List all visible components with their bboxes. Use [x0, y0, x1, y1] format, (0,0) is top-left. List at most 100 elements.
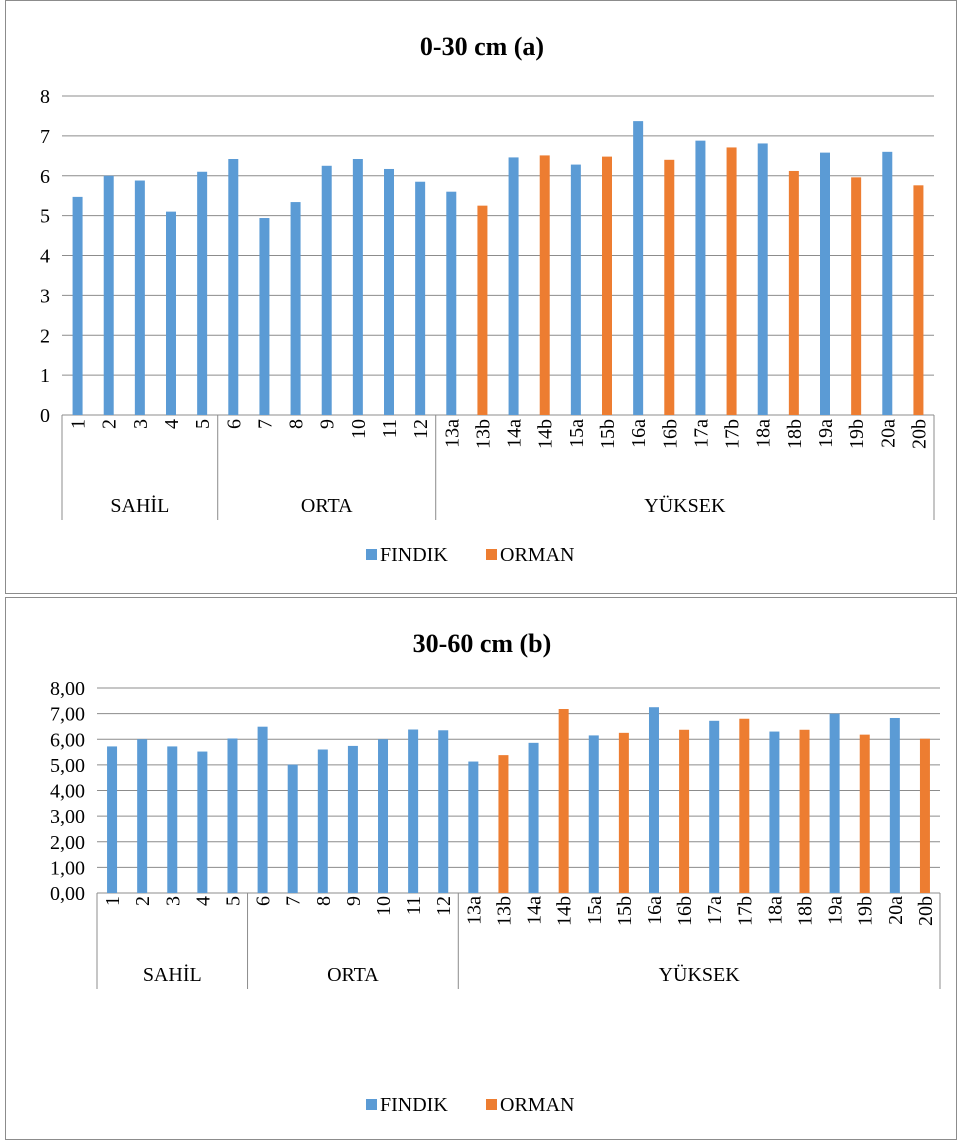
bar-findik [107, 746, 118, 893]
x-category-label: 8 [286, 419, 308, 429]
bar-findik [352, 159, 363, 415]
x-category-label: 20a [877, 419, 899, 448]
x-category-label: 17b [734, 896, 756, 926]
y-tick-label: 5,00 [50, 755, 85, 777]
chart-b-svg: 30-60 cm (b) 0,00 1,00 2,00 3,00 4,00 5,00 6,00… [50, 629, 941, 1116]
y-tick-label: 3,00 [50, 806, 85, 828]
bar-orman [726, 147, 737, 415]
bar-orman [539, 155, 550, 415]
x-category-label: 14b [535, 419, 557, 449]
x-category-label: 9 [343, 896, 365, 906]
bar-findik [528, 742, 539, 893]
bar-findik [197, 171, 208, 415]
x-category-label: 13b [493, 896, 515, 926]
x-category-label: 17a [690, 419, 712, 448]
y-tick-label: 6,00 [50, 729, 85, 751]
x-category-label: 4 [161, 419, 183, 429]
x-category-label: 16a [628, 419, 650, 448]
group-label: SAHİL [143, 963, 202, 986]
bar-orman [859, 734, 870, 893]
x-category-label: 14a [504, 419, 526, 448]
bar-findik [446, 191, 457, 415]
x-category-label: 13a [463, 896, 485, 925]
x-category-label: 19a [825, 896, 847, 925]
bar-orman [788, 170, 799, 415]
x-category-label: 1 [102, 896, 124, 906]
bar-findik [570, 164, 581, 415]
bar-orman [739, 718, 750, 893]
bar-findik [257, 726, 268, 893]
bar-findik [317, 749, 328, 893]
bar-findik [378, 739, 389, 893]
x-category-label: 15b [597, 419, 619, 449]
x-category-label: 20b [915, 896, 937, 926]
bar-findik [384, 168, 394, 415]
x-category-label: 17b [722, 419, 744, 449]
legend-swatch-orman [486, 1099, 497, 1110]
x-category-label: 18a [753, 419, 775, 448]
x-category-label: 2 [99, 419, 121, 429]
bar-findik [882, 151, 893, 415]
y-tick-label: 5 [40, 206, 50, 228]
chart-panel-a: 0-30 cm (a) 0 1 2 3 4 5 6 7 8 1 2 3 4 5 6 7 8 9 10 11 12 13a 13… [5, 0, 957, 594]
bar-findik [287, 764, 298, 893]
bar-orman [558, 709, 569, 893]
x-category-label: 13b [472, 419, 494, 449]
x-category-label: 16b [659, 419, 681, 449]
x-category-label: 19a [815, 419, 837, 448]
x-category-label: 18b [784, 419, 806, 449]
y-tick-label: 2 [40, 325, 50, 347]
x-category-label: 6 [223, 419, 245, 429]
x-category-label: 8 [313, 896, 335, 906]
bar-findik [103, 175, 114, 415]
bar-orman [799, 729, 810, 893]
bar-orman [602, 156, 612, 416]
y-tick-label: 7 [40, 126, 50, 148]
x-category-label: 18b [795, 896, 817, 926]
bar-orman [919, 738, 930, 893]
x-category-label: 1 [68, 419, 90, 429]
bar-findik [197, 751, 208, 893]
bar-findik [709, 720, 720, 893]
bar-findik [347, 745, 358, 893]
bar-findik [633, 121, 644, 415]
bar-findik [648, 707, 659, 893]
legend-label: ORMAN [500, 1094, 574, 1116]
x-category-label: 20b [908, 419, 930, 449]
y-tick-label: 1,00 [50, 857, 85, 879]
legend-label: FINDIK [380, 544, 448, 566]
x-category-label: 15b [614, 896, 636, 926]
x-category-label: 12 [410, 419, 432, 439]
y-tick-label: 0 [40, 405, 50, 427]
bar-findik [438, 730, 449, 893]
y-tick-label: 2,00 [50, 832, 85, 854]
x-category-label: 10 [348, 419, 370, 439]
x-category-label: 14a [524, 896, 546, 925]
bar-orman [664, 159, 675, 415]
y-tick-label: 6 [40, 166, 50, 188]
bar-findik [695, 140, 706, 415]
chart-title: 30-60 cm (b) [413, 629, 552, 658]
x-category-label: 20a [885, 896, 907, 925]
x-category-label: 13a [441, 419, 463, 448]
bar-findik [290, 202, 301, 415]
bar-findik [166, 211, 176, 415]
group-label: ORTA [327, 964, 379, 986]
x-category-label: 15a [584, 896, 606, 925]
x-category-label: 17a [704, 896, 726, 925]
x-category-label: 16a [644, 896, 666, 925]
bar-findik [889, 717, 900, 893]
bar-findik [134, 180, 145, 415]
bar-findik [588, 735, 599, 893]
x-category-label: 19b [846, 419, 868, 449]
group-label: ORTA [301, 495, 353, 517]
x-category-label: 14b [554, 896, 576, 926]
bar-findik [72, 196, 83, 415]
legend-swatch-findik [366, 549, 377, 560]
y-tick-label: 8 [40, 86, 50, 108]
x-category-label: 3 [130, 419, 152, 429]
x-category-label: 11 [403, 896, 425, 915]
x-category-label: 2 [132, 896, 154, 906]
group-label: SAHİL [110, 494, 169, 517]
